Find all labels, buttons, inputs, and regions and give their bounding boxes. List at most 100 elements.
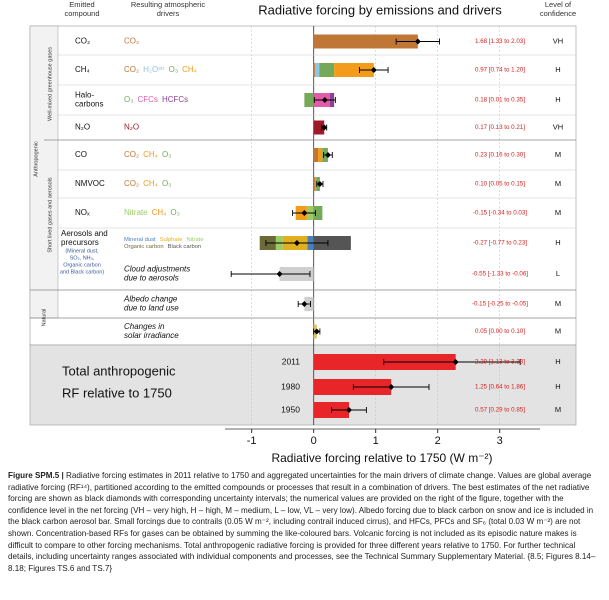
driver-name: Mineral dust	[124, 237, 156, 243]
net-diamond	[313, 328, 320, 335]
driver-name: CO₂	[124, 179, 139, 188]
driver-name: O₃	[162, 150, 171, 159]
bar-segment	[313, 34, 418, 49]
driver-name: O₃	[124, 95, 133, 104]
column-header: Resulting atmospheric	[131, 0, 205, 9]
value-label: -0.55 [-1.33 to -0.06]	[472, 271, 528, 278]
driver-name: O₃	[169, 65, 178, 74]
x-tick-label: 0	[311, 435, 317, 447]
confidence: M	[555, 208, 561, 217]
net-diamond	[452, 359, 459, 365]
bar-segment	[313, 148, 319, 162]
driver-label: Albedo change	[123, 295, 178, 304]
totals-label: Total anthropogenic	[62, 363, 176, 378]
driver-name: HCFCs	[162, 95, 188, 104]
emitted-compound: Halo-	[75, 91, 94, 100]
driver-name: CH₄	[143, 150, 158, 159]
emitted-compound: CH₄	[75, 65, 90, 74]
confidence: M	[555, 179, 561, 188]
driver-name: Sulphate	[160, 237, 183, 243]
bar-segment	[313, 206, 323, 220]
caption: Figure SPM.5 | Radiative forcing estimat…	[8, 470, 598, 574]
column-header: confidence	[540, 9, 576, 18]
net-diamond	[414, 38, 421, 45]
x-axis-label: Radiative forcing relative to 1750 (W m⁻…	[271, 451, 492, 465]
value-label: -0.27 [-0.77 to 0.23]	[473, 240, 527, 247]
bar-segment	[319, 63, 335, 77]
chart-title: Radiative forcing by emissions and drive…	[258, 2, 502, 17]
value-label: 0.17 [0.13 to 0.21]	[475, 124, 525, 131]
confidence: H	[555, 382, 560, 391]
compound-note: SO₂, NH₃,	[70, 255, 95, 261]
bar-segment	[304, 93, 314, 107]
emitted-compound: NMVOC	[75, 179, 105, 188]
driver-label: due to land use	[124, 304, 179, 313]
panel-bg	[29, 25, 577, 346]
column-header: compound	[64, 9, 99, 18]
net-diamond	[316, 181, 323, 187]
driver-name: CO₂	[124, 150, 139, 159]
bar-segment	[313, 120, 325, 135]
bar-segment	[313, 63, 315, 77]
confidence: M	[555, 299, 561, 308]
year-label: 1950	[281, 404, 300, 414]
bar-segment	[318, 148, 323, 162]
net-diamond	[301, 301, 308, 307]
value-label: 0.05 [0.00 to 0.10]	[475, 328, 525, 335]
x-tick-label: -1	[247, 435, 257, 447]
value-label: -0.15 [-0.25 to -0.05]	[472, 301, 528, 308]
confidence: M	[555, 405, 561, 414]
driver-label: Cloud adjustments	[124, 265, 190, 274]
bar-segment	[313, 236, 351, 250]
year-label: 2011	[282, 356, 301, 366]
compound-note: (Mineral dust,	[65, 248, 99, 254]
confidence: H	[555, 95, 560, 104]
driver-name: CO₂	[124, 65, 139, 74]
emitted-compound: N₂O	[75, 123, 90, 132]
value-label: 0.18 [0.01 to 0.35]	[475, 97, 525, 104]
confidence: H	[555, 238, 560, 247]
confidence: H	[555, 357, 560, 366]
x-tick-label: 3	[497, 435, 503, 447]
bar-segment	[314, 63, 320, 77]
column-header: Emitted	[69, 0, 94, 9]
driver-name: CH₄	[182, 65, 197, 74]
group-label: Short lived gases and aerosols	[47, 177, 53, 252]
value-label: 1.68 [1.33 to 2.03]	[475, 38, 525, 45]
emitted-compound: Aerosols and	[61, 229, 108, 238]
bar-segment	[313, 177, 315, 191]
bar-segment	[334, 63, 374, 77]
driver-name: Nitrate	[124, 208, 148, 217]
caption-label: Figure SPM.5 |	[8, 471, 64, 480]
driver-name: CH₄	[152, 208, 167, 217]
driver-name: Black carbon	[168, 244, 202, 250]
net-diamond	[324, 152, 331, 158]
net-diamond	[321, 124, 328, 131]
driver-label: Changes in	[124, 322, 165, 331]
driver-name: O₃	[170, 208, 179, 217]
compound-note: Organic carbon	[63, 262, 101, 268]
year-label: 1980	[281, 381, 300, 391]
net-diamond	[293, 240, 300, 246]
net-diamond	[321, 97, 328, 103]
x-tick-label: 2	[435, 435, 441, 447]
driver-name: CFCs	[137, 95, 157, 104]
value-label: 2.29 [1.13 to 3.33]	[475, 359, 525, 366]
driver-name: O₃	[162, 179, 171, 188]
column-header: Level of	[545, 0, 572, 9]
confidence: H	[555, 65, 560, 74]
net-diamond	[276, 271, 283, 277]
totals-label: RF relative to 1750	[62, 385, 172, 400]
net-diamond	[301, 210, 308, 216]
confidence: M	[555, 326, 561, 335]
totals-bg	[29, 344, 577, 426]
caption-text: Radiative forcing estimates in 2011 rela…	[8, 471, 596, 573]
confidence: VH	[553, 122, 563, 131]
value-label: 0.57 [0.29 to 0.85]	[475, 407, 525, 414]
group-label: Natural	[41, 309, 47, 327]
confidence: L	[556, 269, 560, 278]
value-label: 0.97 [0.74 to 1.20]	[475, 67, 525, 74]
emitted-compound: NOₓ	[75, 208, 90, 217]
